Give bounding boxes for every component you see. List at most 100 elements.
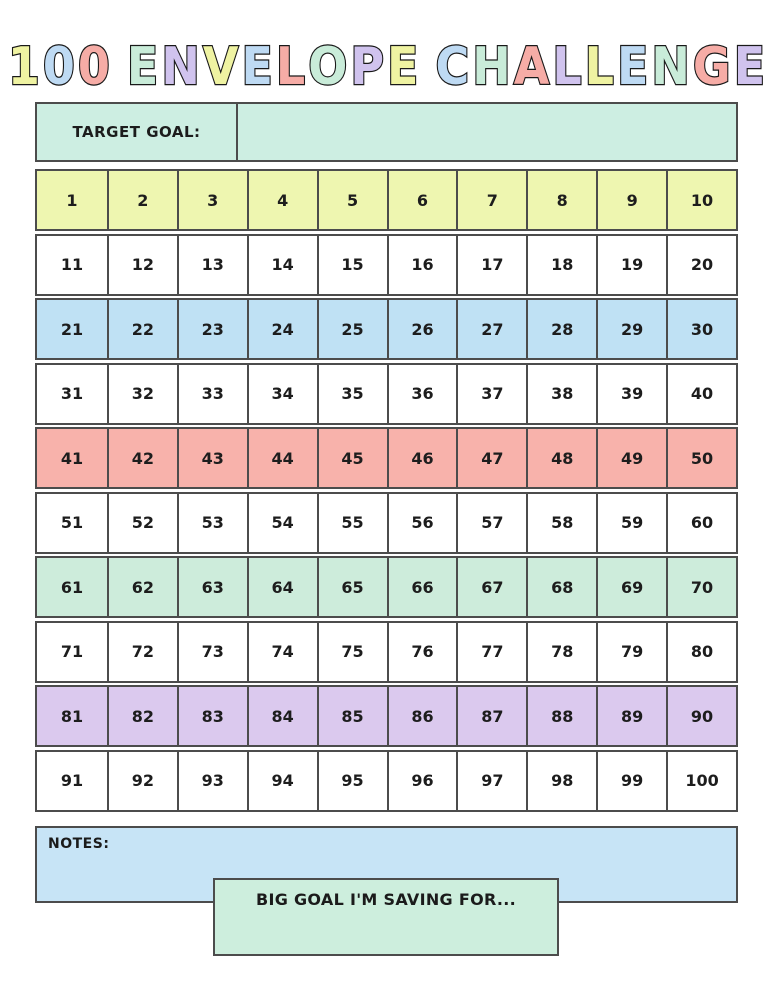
envelope-cell-45[interactable]: 45 (316, 429, 387, 487)
envelope-cell-15[interactable]: 15 (316, 235, 387, 294)
envelope-cell-24[interactable]: 24 (246, 300, 317, 358)
envelope-cell-19[interactable]: 19 (596, 235, 666, 294)
envelope-cell-74[interactable]: 74 (246, 622, 317, 681)
envelope-cell-35[interactable]: 35 (316, 364, 387, 423)
envelope-cell-48[interactable]: 48 (526, 429, 596, 487)
envelope-cell-92[interactable]: 92 (106, 751, 177, 810)
envelope-cell-26[interactable]: 26 (386, 300, 457, 358)
envelope-cell-50[interactable]: 50 (666, 429, 736, 487)
envelope-cell-51[interactable]: 51 (60, 513, 84, 532)
envelope-cell-43[interactable]: 43 (176, 429, 247, 487)
envelope-cell-100[interactable]: 100 (666, 751, 736, 810)
envelope-cell-34[interactable]: 34 (246, 364, 317, 423)
envelope-cell-85[interactable]: 85 (316, 687, 387, 745)
envelope-cell-95[interactable]: 95 (316, 751, 387, 810)
envelope-cell-63[interactable]: 63 (176, 558, 247, 616)
envelope-cell-41[interactable]: 41 (60, 448, 84, 468)
envelope-cell-46[interactable]: 46 (386, 429, 457, 487)
envelope-cell-55[interactable]: 55 (316, 493, 387, 552)
envelope-cell-25[interactable]: 25 (316, 300, 387, 358)
envelope-cell-75[interactable]: 75 (316, 622, 387, 681)
envelope-cell-80[interactable]: 80 (666, 622, 736, 681)
envelope-cell-72[interactable]: 72 (106, 622, 177, 681)
envelope-cell-16[interactable]: 16 (386, 235, 457, 294)
envelope-cell-86[interactable]: 86 (386, 687, 457, 745)
envelope-cell-97[interactable]: 97 (456, 751, 526, 810)
envelope-cell-64[interactable]: 64 (246, 558, 317, 616)
envelope-cell-9[interactable]: 9 (596, 171, 666, 229)
envelope-cell-70[interactable]: 70 (666, 558, 736, 616)
envelope-cell-99[interactable]: 99 (596, 751, 666, 810)
envelope-cell-87[interactable]: 87 (456, 687, 526, 745)
envelope-cell-38[interactable]: 38 (526, 364, 596, 423)
envelope-cell-49[interactable]: 49 (596, 429, 666, 487)
envelope-cell-47[interactable]: 47 (456, 429, 526, 487)
envelope-cell-28[interactable]: 28 (526, 300, 596, 358)
envelope-cell-54[interactable]: 54 (246, 493, 317, 552)
envelope-cell-32[interactable]: 32 (106, 364, 177, 423)
envelope-cell-39[interactable]: 39 (596, 364, 666, 423)
envelope-cell-17[interactable]: 17 (456, 235, 526, 294)
envelope-cell-93[interactable]: 93 (176, 751, 247, 810)
envelope-cell-96[interactable]: 96 (386, 751, 457, 810)
envelope-cell-3[interactable]: 3 (176, 171, 247, 229)
envelope-cell-2[interactable]: 2 (106, 171, 177, 229)
envelope-cell-65[interactable]: 65 (316, 558, 387, 616)
envelope-cell-31[interactable]: 31 (60, 384, 84, 403)
envelope-cell-91[interactable]: 91 (60, 771, 84, 790)
envelope-cell-94[interactable]: 94 (246, 751, 317, 810)
envelope-cell-7[interactable]: 7 (456, 171, 526, 229)
envelope-cell-77[interactable]: 77 (456, 622, 526, 681)
envelope-cell-59[interactable]: 59 (596, 493, 666, 552)
envelope-cell-62[interactable]: 62 (106, 558, 177, 616)
envelope-cell-84[interactable]: 84 (246, 687, 317, 745)
envelope-cell-21[interactable]: 21 (60, 319, 84, 339)
envelope-cell-40[interactable]: 40 (666, 364, 736, 423)
envelope-cell-61[interactable]: 61 (60, 577, 84, 597)
envelope-cell-37[interactable]: 37 (456, 364, 526, 423)
envelope-cell-53[interactable]: 53 (176, 493, 247, 552)
envelope-cell-11[interactable]: 11 (60, 255, 84, 274)
envelope-cell-83[interactable]: 83 (176, 687, 247, 745)
envelope-cell-71[interactable]: 71 (60, 642, 84, 661)
envelope-cell-56[interactable]: 56 (386, 493, 457, 552)
envelope-cell-30[interactable]: 30 (666, 300, 736, 358)
envelope-cell-58[interactable]: 58 (526, 493, 596, 552)
envelope-cell-8[interactable]: 8 (526, 171, 596, 229)
envelope-cell-69[interactable]: 69 (596, 558, 666, 616)
envelope-cell-14[interactable]: 14 (246, 235, 317, 294)
envelope-cell-81[interactable]: 81 (60, 706, 84, 726)
envelope-cell-6[interactable]: 6 (386, 171, 457, 229)
envelope-cell-44[interactable]: 44 (246, 429, 317, 487)
envelope-cell-13[interactable]: 13 (176, 235, 247, 294)
envelope-cell-98[interactable]: 98 (526, 751, 596, 810)
envelope-cell-20[interactable]: 20 (666, 235, 736, 294)
envelope-cell-60[interactable]: 60 (666, 493, 736, 552)
envelope-cell-57[interactable]: 57 (456, 493, 526, 552)
envelope-cell-82[interactable]: 82 (106, 687, 177, 745)
envelope-cell-10[interactable]: 10 (666, 171, 736, 229)
envelope-cell-52[interactable]: 52 (106, 493, 177, 552)
envelope-cell-88[interactable]: 88 (526, 687, 596, 745)
envelope-cell-29[interactable]: 29 (596, 300, 666, 358)
envelope-cell-23[interactable]: 23 (176, 300, 247, 358)
envelope-cell-4[interactable]: 4 (246, 171, 317, 229)
envelope-cell-79[interactable]: 79 (596, 622, 666, 681)
target-goal-input-area[interactable] (238, 104, 736, 160)
envelope-cell-78[interactable]: 78 (526, 622, 596, 681)
envelope-cell-76[interactable]: 76 (386, 622, 457, 681)
envelope-cell-18[interactable]: 18 (526, 235, 596, 294)
envelope-cell-66[interactable]: 66 (386, 558, 457, 616)
envelope-cell-67[interactable]: 67 (456, 558, 526, 616)
envelope-cell-22[interactable]: 22 (106, 300, 177, 358)
envelope-cell-5[interactable]: 5 (316, 171, 387, 229)
big-goal-box[interactable]: BIG GOAL I'M SAVING FOR... (213, 878, 559, 956)
envelope-cell-42[interactable]: 42 (106, 429, 177, 487)
envelope-cell-1[interactable]: 1 (66, 190, 78, 210)
envelope-cell-36[interactable]: 36 (386, 364, 457, 423)
envelope-cell-68[interactable]: 68 (526, 558, 596, 616)
envelope-cell-73[interactable]: 73 (176, 622, 247, 681)
envelope-cell-33[interactable]: 33 (176, 364, 247, 423)
envelope-cell-12[interactable]: 12 (106, 235, 177, 294)
envelope-cell-89[interactable]: 89 (596, 687, 666, 745)
